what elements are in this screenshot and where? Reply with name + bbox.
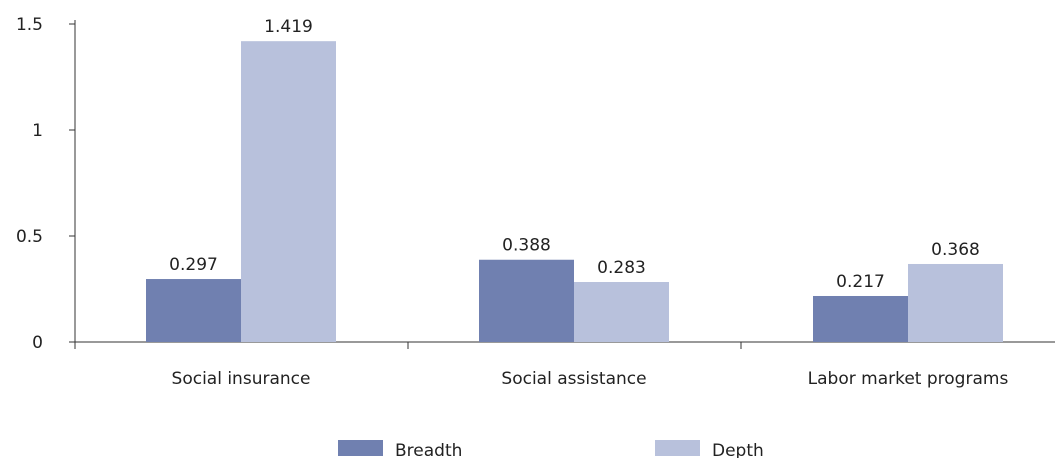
bar-depth-2 (908, 263, 1003, 342)
x-axis: Social insurance Social assistance Labor m… (74, 341, 1055, 389)
x-category-label: Social insurance (172, 369, 311, 389)
data-label: 1.419 (264, 17, 313, 37)
data-label: 0.297 (169, 255, 218, 275)
data-label: 0.368 (931, 240, 980, 260)
legend-swatch (655, 440, 700, 456)
bar-breadth-2 (813, 295, 908, 342)
bar-breadth-1 (479, 259, 574, 342)
legend-label: Breadth (395, 441, 462, 458)
data-label: 0.283 (597, 258, 646, 278)
y-tick-label: 0 (32, 333, 43, 353)
y-tick-label: 1 (32, 121, 43, 141)
legend-swatch (338, 440, 383, 456)
bar-depth-0 (241, 41, 336, 343)
bar-depth-1 (574, 282, 669, 342)
x-category-label: Labor market programs (808, 369, 1009, 389)
data-label: 0.388 (502, 236, 551, 256)
bar-breadth-0 (146, 279, 241, 342)
bars-group (146, 41, 1003, 343)
y-tick-label: 1.5 (16, 15, 43, 35)
y-axis: 0 0.5 1 1.5 (16, 15, 76, 353)
legend: Breadth Depth (338, 440, 764, 458)
x-category-label: Social assistance (501, 369, 646, 389)
y-tick-label: 0.5 (16, 227, 43, 247)
legend-label: Depth (712, 441, 764, 458)
data-labels-group: 0.297 0.388 0.217 1.419 0.283 0.368 (169, 17, 980, 292)
data-label: 0.217 (836, 272, 885, 292)
